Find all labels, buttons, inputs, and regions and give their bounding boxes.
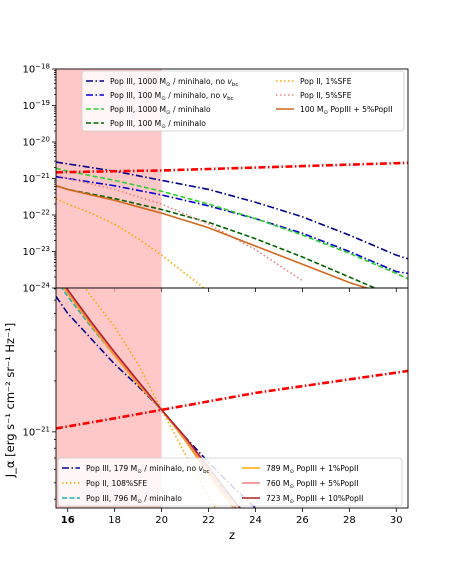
- y-tick-label-top: 10−21: [22, 172, 50, 185]
- x-tick-label: 18: [108, 515, 121, 526]
- x-tick-label: 24: [249, 515, 262, 526]
- series-line-top-6: [56, 185, 370, 288]
- y-tick-base: 10: [22, 101, 35, 112]
- y-tick-base: 10: [22, 138, 35, 149]
- y-tick-label-top: 10−20: [22, 136, 50, 149]
- legend-box-bottom: [57, 457, 403, 507]
- y-tick-exp: −24: [35, 282, 50, 290]
- legend-bottom: Pop III, 179 M⊙ / minihalo, no vbc Pop II…: [57, 457, 403, 507]
- y-tick-label-top: 10−22: [22, 209, 50, 222]
- x-tick-label: 16: [61, 515, 75, 526]
- x-tick-label: 26: [296, 515, 309, 526]
- y-tick-base: 10: [22, 284, 35, 295]
- legend-label: Pop III, 1000 M⊙ / minihalo, no vbc: [110, 77, 238, 88]
- legend-label: 760 M⊙ PopIII + 5%PopII: [266, 479, 358, 490]
- y-tick-base: 10: [22, 65, 35, 76]
- series-line-top-0: [56, 161, 408, 260]
- legend-label: Pop III, 100 M⊙ / minihalo, no vbc: [110, 91, 234, 102]
- y-tick-base: 10: [22, 427, 35, 438]
- y-tick-label-bottom: 10−21: [22, 425, 50, 438]
- y-tick-exp: −20: [35, 136, 50, 144]
- series-line-top-1: [56, 175, 408, 275]
- y-tick-exp: −21: [35, 425, 50, 433]
- x-axis-label: z: [229, 528, 235, 542]
- x-tick-label: 20: [155, 515, 168, 526]
- y-tick-exp: −21: [35, 172, 50, 180]
- series-line-top-7: [56, 161, 408, 174]
- y-tick-base: 10: [22, 211, 35, 222]
- legend-label: Pop II, 5%SFE: [300, 91, 352, 100]
- y-tick-base: 10: [22, 174, 35, 185]
- legend-label: 100 M⊙ PopIII + 5%PopII: [300, 105, 392, 116]
- legend-label: Pop III, 796 M⊙ / minihalo: [86, 494, 182, 505]
- legend-label: Pop II, 108%SFE: [86, 479, 147, 488]
- axes-frame-bottom: [55, 287, 409, 509]
- y-tick-label-top: 10−23: [22, 245, 50, 258]
- legend-label: Pop III, 179 M⊙ / minihalo, no vbc: [86, 464, 210, 475]
- y-tick-label-top: 10−18: [22, 63, 50, 76]
- series-line-bottom-6: [56, 369, 408, 430]
- legend-label: Pop III, 1000 M⊙ / minihalo: [110, 105, 211, 116]
- x-tick-label: 28: [343, 515, 356, 526]
- legend-label: Pop II, 1%SFE: [300, 77, 352, 86]
- legend-label: Pop III, 100 M⊙ / minihalo: [110, 119, 206, 130]
- legend-label: 789 M⊙ PopIII + 1%PopII: [266, 464, 358, 475]
- y-axis-label: J_α [erg s⁻¹ cm⁻² sr⁻¹ Hz⁻¹]: [3, 323, 17, 479]
- legend-label: 723 M⊙ PopIII + 10%PopII: [266, 494, 363, 505]
- series-line-top-4: [56, 197, 206, 288]
- x-tick-label: 22: [202, 515, 215, 526]
- y-tick-exp: −18: [35, 63, 50, 71]
- y-tick-label-top: 10−24: [22, 282, 50, 295]
- y-tick-base: 10: [22, 247, 35, 258]
- series-line-top-2: [56, 167, 408, 280]
- y-tick-exp: −19: [35, 99, 50, 107]
- legend-box-top: [81, 70, 405, 132]
- y-tick-label-top: 10−19: [22, 99, 50, 112]
- x-tick-label: 30: [390, 515, 403, 526]
- y-tick-exp: −23: [35, 245, 50, 253]
- y-tick-exp: −22: [35, 209, 50, 217]
- series-line-top-5: [56, 174, 303, 282]
- legend-top: Pop III, 1000 M⊙ / minihalo, no vbc Pop I…: [81, 70, 405, 132]
